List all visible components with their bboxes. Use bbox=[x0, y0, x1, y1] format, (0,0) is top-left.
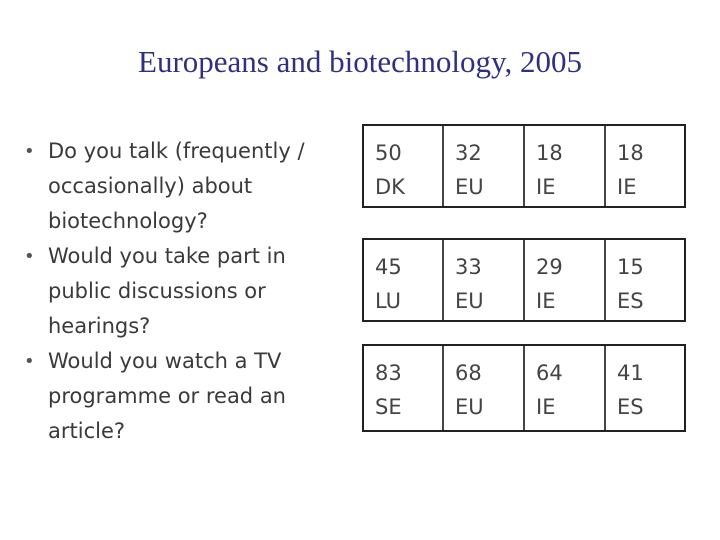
question-item: • Would you take part in public discussi… bbox=[22, 239, 342, 344]
table-row: 83 SE 68 EU 64 IE 41 ES bbox=[362, 344, 686, 432]
cell-value: 45 bbox=[375, 255, 402, 279]
table-cell: 33 EU bbox=[443, 240, 524, 320]
question-text: Would you take part in public discussion… bbox=[48, 244, 286, 338]
cell-value: 32 bbox=[455, 141, 482, 165]
question-text: Do you talk (frequently / occasionally) … bbox=[48, 139, 305, 233]
table-cell: 41 ES bbox=[605, 346, 686, 430]
cell-country: SE bbox=[375, 395, 402, 419]
results-table: 50 DK 32 EU 18 IE 18 IE 45 LU 33 EU 29 IE 15 ES … bbox=[362, 124, 686, 440]
cell-country: IE bbox=[536, 175, 556, 199]
table-cell: 83 SE bbox=[362, 346, 443, 430]
cell-value: 50 bbox=[375, 141, 402, 165]
table-cell: 15 ES bbox=[605, 240, 686, 320]
question-item: • Would you watch a TV programme or read… bbox=[22, 344, 342, 449]
table-cell: 50 DK bbox=[362, 126, 443, 206]
bullet-icon: • bbox=[24, 351, 35, 372]
cell-country: LU bbox=[375, 289, 402, 313]
cell-country: ES bbox=[617, 395, 644, 419]
cell-country: EU bbox=[455, 175, 484, 199]
cell-value: 33 bbox=[455, 255, 482, 279]
cell-value: 15 bbox=[617, 255, 644, 279]
cell-value: 18 bbox=[536, 141, 563, 165]
table-cell: 18 IE bbox=[524, 126, 605, 206]
bullet-icon: • bbox=[24, 141, 35, 162]
table-cell: 32 EU bbox=[443, 126, 524, 206]
cell-country: EU bbox=[455, 395, 484, 419]
cell-value: 41 bbox=[617, 361, 644, 385]
bullet-icon: • bbox=[24, 246, 35, 267]
cell-country: DK bbox=[375, 175, 405, 199]
table-cell: 18 IE bbox=[605, 126, 686, 206]
cell-value: 83 bbox=[375, 361, 402, 385]
table-cell: 68 EU bbox=[443, 346, 524, 430]
question-text: Would you watch a TV programme or read a… bbox=[48, 349, 286, 443]
cell-country: IE bbox=[536, 289, 556, 313]
cell-country: IE bbox=[536, 395, 556, 419]
table-row: 50 DK 32 EU 18 IE 18 IE bbox=[362, 124, 686, 208]
cell-value: 29 bbox=[536, 255, 563, 279]
question-item: • Do you talk (frequently / occasionally… bbox=[22, 134, 342, 239]
table-row: 45 LU 33 EU 29 IE 15 ES bbox=[362, 238, 686, 322]
table-cell: 29 IE bbox=[524, 240, 605, 320]
cell-value: 64 bbox=[536, 361, 563, 385]
cell-country: EU bbox=[455, 289, 484, 313]
cell-country: ES bbox=[617, 289, 644, 313]
cell-value: 18 bbox=[617, 141, 644, 165]
table-cell: 64 IE bbox=[524, 346, 605, 430]
cell-country: IE bbox=[617, 175, 637, 199]
cell-value: 68 bbox=[455, 361, 482, 385]
table-cell: 45 LU bbox=[362, 240, 443, 320]
slide-title: Europeans and biotechnology, 2005 bbox=[138, 44, 582, 79]
question-list: • Do you talk (frequently / occasionally… bbox=[22, 134, 342, 449]
